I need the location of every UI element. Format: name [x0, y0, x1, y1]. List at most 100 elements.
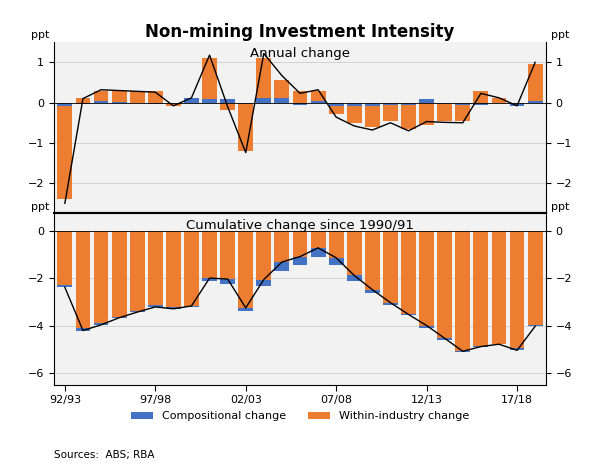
- Bar: [383, 303, 398, 305]
- Bar: [383, 103, 398, 105]
- Bar: [58, 103, 72, 106]
- Bar: [148, 231, 163, 305]
- Bar: [365, 103, 380, 106]
- Bar: [528, 325, 542, 326]
- Bar: [528, 231, 542, 325]
- Bar: [256, 280, 271, 286]
- Bar: [293, 257, 307, 265]
- Bar: [437, 103, 452, 104]
- Text: ppt: ppt: [31, 202, 49, 212]
- Bar: [58, 103, 72, 199]
- Bar: [329, 231, 344, 265]
- Bar: [274, 98, 289, 103]
- Bar: [130, 231, 145, 311]
- Bar: [491, 98, 506, 103]
- Bar: [473, 231, 488, 346]
- Bar: [293, 103, 307, 105]
- Text: Annual change: Annual change: [250, 47, 350, 61]
- Bar: [293, 91, 307, 103]
- Bar: [130, 91, 145, 103]
- Bar: [528, 64, 542, 103]
- Bar: [238, 231, 253, 311]
- Bar: [437, 103, 452, 121]
- Bar: [76, 98, 91, 103]
- Bar: [293, 231, 307, 265]
- Bar: [112, 91, 127, 103]
- Bar: [274, 81, 289, 103]
- Bar: [166, 231, 181, 307]
- Bar: [419, 99, 434, 103]
- Bar: [383, 103, 398, 121]
- Bar: [112, 231, 127, 317]
- Text: Non-mining Investment Intensity: Non-mining Investment Intensity: [145, 23, 455, 41]
- Bar: [365, 231, 380, 293]
- Bar: [238, 308, 253, 311]
- Bar: [509, 231, 524, 348]
- Text: Sources:  ABS; RBA: Sources: ABS; RBA: [54, 450, 155, 460]
- Text: ppt: ppt: [551, 30, 569, 40]
- Bar: [166, 307, 181, 309]
- Bar: [220, 103, 235, 110]
- Bar: [401, 314, 416, 315]
- Bar: [383, 231, 398, 305]
- Bar: [184, 98, 199, 103]
- Bar: [202, 278, 217, 280]
- Bar: [473, 346, 488, 347]
- Bar: [94, 231, 109, 323]
- Bar: [148, 305, 163, 307]
- Bar: [202, 231, 217, 280]
- Bar: [528, 101, 542, 103]
- Text: ppt: ppt: [31, 30, 49, 40]
- Bar: [76, 231, 91, 328]
- Bar: [509, 103, 524, 106]
- Bar: [130, 311, 145, 312]
- Bar: [76, 328, 91, 331]
- Bar: [220, 231, 235, 284]
- Bar: [419, 325, 434, 328]
- Bar: [329, 103, 344, 106]
- Bar: [220, 99, 235, 103]
- Bar: [509, 348, 524, 350]
- Bar: [94, 101, 109, 103]
- Bar: [58, 286, 72, 287]
- Bar: [184, 306, 199, 307]
- Bar: [419, 103, 434, 125]
- Text: ppt: ppt: [551, 202, 569, 212]
- Bar: [419, 231, 434, 328]
- Bar: [365, 103, 380, 127]
- Bar: [311, 248, 326, 257]
- Bar: [473, 91, 488, 103]
- Text: Cumulative change since 1990/91: Cumulative change since 1990/91: [186, 219, 414, 232]
- Bar: [401, 231, 416, 315]
- Bar: [329, 258, 344, 265]
- Bar: [347, 103, 362, 123]
- Bar: [455, 103, 470, 121]
- Bar: [401, 103, 416, 105]
- Bar: [202, 58, 217, 103]
- Bar: [94, 91, 109, 103]
- Bar: [473, 103, 488, 105]
- Bar: [76, 103, 91, 104]
- Bar: [148, 103, 163, 104]
- Bar: [347, 103, 362, 106]
- Bar: [274, 231, 289, 271]
- Bar: [166, 103, 181, 106]
- Bar: [256, 98, 271, 103]
- Bar: [455, 103, 470, 105]
- Bar: [148, 91, 163, 103]
- Bar: [94, 323, 109, 325]
- Bar: [437, 338, 452, 340]
- Bar: [329, 103, 344, 114]
- Bar: [347, 275, 362, 280]
- Bar: [112, 317, 127, 318]
- Bar: [202, 99, 217, 103]
- Bar: [437, 231, 452, 340]
- Bar: [58, 231, 72, 286]
- Bar: [311, 231, 326, 257]
- Bar: [274, 262, 289, 271]
- Bar: [220, 279, 235, 284]
- Bar: [311, 91, 326, 103]
- Bar: [238, 103, 253, 151]
- Bar: [491, 231, 506, 344]
- Bar: [238, 103, 253, 104]
